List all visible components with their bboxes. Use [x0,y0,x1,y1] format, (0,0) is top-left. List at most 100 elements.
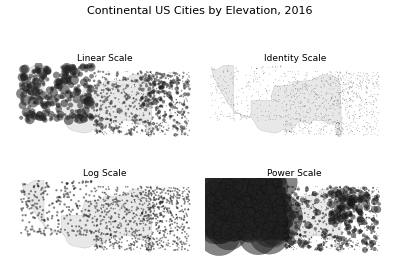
Point [144,132,150,137]
Point [360,81,366,85]
Point [184,213,190,217]
Point [233,181,240,185]
Point [44,223,51,228]
Point [120,87,127,92]
Point [95,69,102,74]
Point [220,203,226,208]
Point [366,125,373,129]
Point [339,85,346,90]
Point [335,236,342,241]
Point [220,88,226,93]
Point [368,239,374,244]
Point [158,200,164,204]
Point [133,221,140,226]
Point [334,235,341,240]
Point [185,197,192,202]
Point [326,233,332,237]
Point [151,87,158,92]
Point [260,71,267,76]
Point [336,207,342,212]
Point [95,119,101,124]
Point [168,194,174,199]
Point [147,122,153,126]
Point [332,73,338,77]
Point [108,125,114,129]
Point [175,225,182,229]
Point [350,229,357,233]
Point [88,229,94,234]
Point [344,242,350,247]
Point [321,241,327,245]
Point [133,208,140,212]
Point [146,214,152,219]
Point [306,237,313,242]
Point [62,186,68,191]
Point [336,127,342,131]
Point [70,179,77,184]
Point [145,203,151,208]
Point [335,124,342,128]
Point [329,195,335,200]
Point [29,227,36,232]
Point [105,81,111,86]
Point [310,89,317,94]
Point [310,101,317,105]
Point [362,217,368,221]
Point [117,106,123,110]
Point [302,211,308,215]
Point [328,192,334,197]
Point [266,232,272,236]
Point [135,91,142,96]
Point [334,88,341,93]
Point [340,211,346,216]
Point [281,89,288,93]
Point [86,204,92,208]
Point [150,204,156,208]
Point [38,77,44,81]
Point [287,69,293,74]
Point [169,107,176,111]
Point [374,99,380,103]
Point [268,94,274,98]
Point [284,234,291,239]
Point [342,240,349,244]
Point [363,109,370,113]
Point [253,205,260,209]
Point [96,93,102,98]
Point [297,101,304,105]
Point [308,120,315,125]
Point [286,195,293,200]
Point [90,105,96,109]
Point [302,119,308,123]
Point [158,196,165,200]
Point [112,230,119,235]
Point [338,186,344,191]
Point [146,73,152,78]
Point [169,98,175,102]
Point [76,199,82,203]
Point [312,78,319,82]
Point [266,224,272,229]
Point [368,208,375,212]
Point [137,184,144,189]
Point [344,90,350,94]
Point [169,222,176,226]
Point [130,194,136,199]
Point [373,196,380,200]
Point [349,129,355,134]
Point [317,219,324,223]
Point [56,107,62,111]
Point [335,77,341,82]
Point [94,131,100,135]
Point [355,126,362,130]
Point [128,200,135,204]
Point [181,102,187,107]
Point [138,213,144,218]
Point [172,124,178,129]
Point [77,103,83,108]
Point [40,80,46,85]
Point [179,208,186,212]
Point [333,193,340,198]
Point [174,74,180,79]
Point [23,200,30,204]
